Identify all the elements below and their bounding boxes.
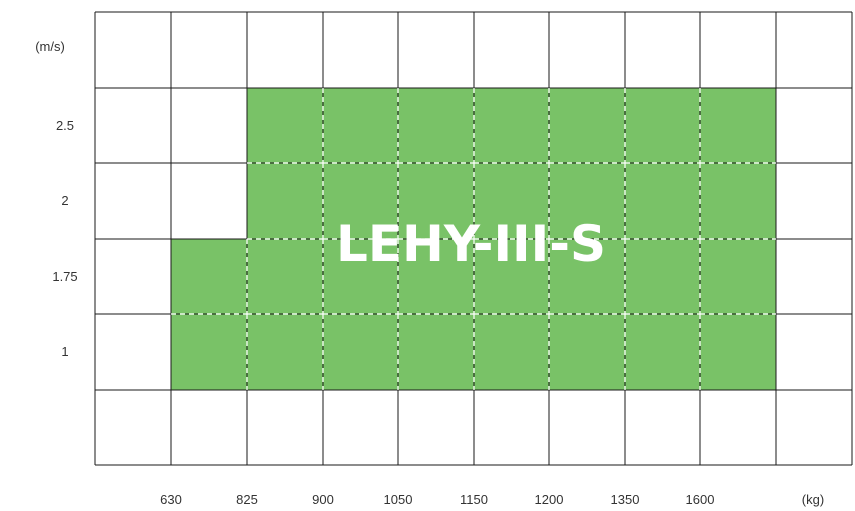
coverage-cell — [323, 314, 398, 390]
x-tick-label: 1600 — [686, 492, 715, 507]
coverage-cell — [474, 239, 549, 314]
coverage-cell — [398, 314, 474, 390]
coverage-cell — [171, 314, 247, 390]
coverage-cell — [398, 88, 474, 163]
series-label: LEHY-III-S — [336, 215, 606, 273]
coverage-cell — [474, 314, 549, 390]
chart-labels: (m/s) (kg) 630 825 900 1050 1150 1200 1350 1600… — [35, 39, 824, 507]
coverage-cell — [474, 88, 549, 163]
coverage-cell — [625, 88, 700, 163]
coverage-cell — [171, 239, 247, 314]
x-tick-label: 1050 — [384, 492, 413, 507]
x-tick-label: 630 — [160, 492, 182, 507]
coverage-cell — [625, 163, 700, 239]
x-tick-label: 1350 — [611, 492, 640, 507]
coverage-cells — [171, 88, 776, 390]
coverage-cell — [625, 314, 700, 390]
coverage-cell — [323, 88, 398, 163]
coverage-cell — [700, 163, 776, 239]
coverage-cell — [247, 239, 323, 314]
y-tick-label: 1.75 — [52, 269, 77, 284]
x-tick-label: 900 — [312, 492, 334, 507]
coverage-cell — [323, 163, 398, 239]
coverage-cell — [323, 239, 398, 314]
x-unit-label: (kg) — [802, 492, 824, 507]
y-tick-label: 2.5 — [56, 118, 74, 133]
coverage-cell — [549, 163, 625, 239]
x-tick-label: 1150 — [460, 492, 488, 507]
x-tick-label: 1200 — [535, 492, 564, 507]
coverage-cell — [474, 163, 549, 239]
x-tick-label: 825 — [236, 492, 258, 507]
y-unit-label: (m/s) — [35, 39, 65, 54]
y-tick-label: 2 — [61, 193, 68, 208]
coverage-cell — [549, 239, 625, 314]
coverage-cell — [398, 163, 474, 239]
coverage-cell — [247, 314, 323, 390]
coverage-cell — [625, 239, 700, 314]
coverage-cell — [247, 88, 323, 163]
coverage-cell — [398, 239, 474, 314]
coverage-cell — [549, 314, 625, 390]
coverage-cell — [700, 88, 776, 163]
coverage-inner-grid — [171, 88, 776, 390]
coverage-cell — [549, 88, 625, 163]
coverage-cell — [247, 163, 323, 239]
coverage-cell — [700, 239, 776, 314]
y-tick-label: 1 — [61, 344, 68, 359]
coverage-cell — [700, 314, 776, 390]
